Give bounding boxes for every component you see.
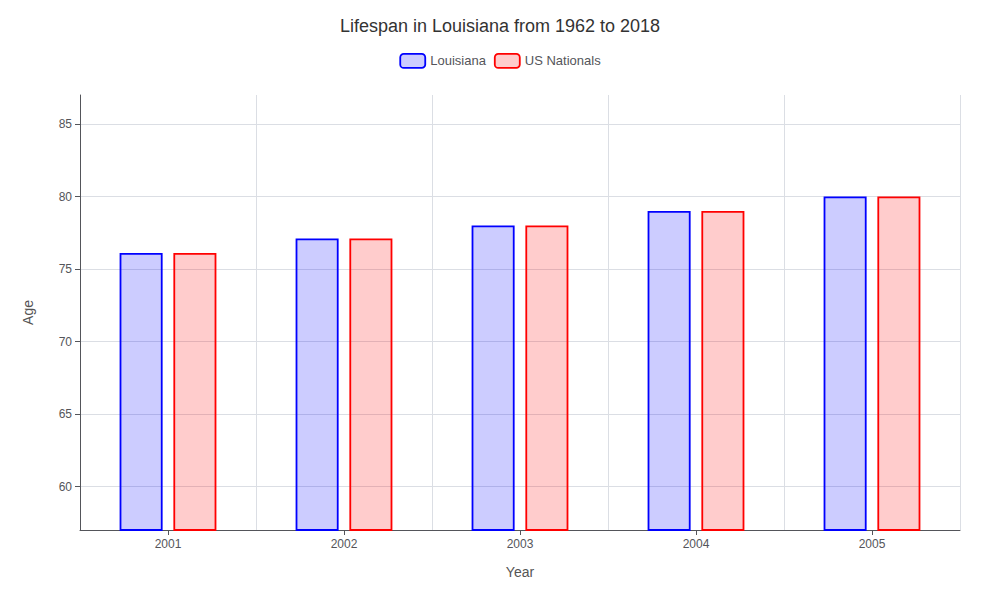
svg-text:65: 65 <box>59 407 73 421</box>
svg-text:Lifespan in Louisiana from 196: Lifespan in Louisiana from 1962 to 2018 <box>340 16 660 36</box>
svg-text:75: 75 <box>59 262 73 276</box>
svg-text:Age: Age <box>20 300 36 325</box>
svg-text:US Nationals: US Nationals <box>525 53 601 68</box>
svg-text:2001: 2001 <box>155 537 182 551</box>
svg-text:Year: Year <box>506 564 535 580</box>
svg-text:2002: 2002 <box>331 537 358 551</box>
svg-text:Louisiana: Louisiana <box>430 53 486 68</box>
svg-text:2005: 2005 <box>859 537 886 551</box>
svg-text:2004: 2004 <box>683 537 710 551</box>
svg-text:80: 80 <box>59 190 73 204</box>
svg-text:2003: 2003 <box>507 537 534 551</box>
svg-text:85: 85 <box>59 117 73 131</box>
svg-text:60: 60 <box>59 480 73 494</box>
svg-text:70: 70 <box>59 335 73 349</box>
